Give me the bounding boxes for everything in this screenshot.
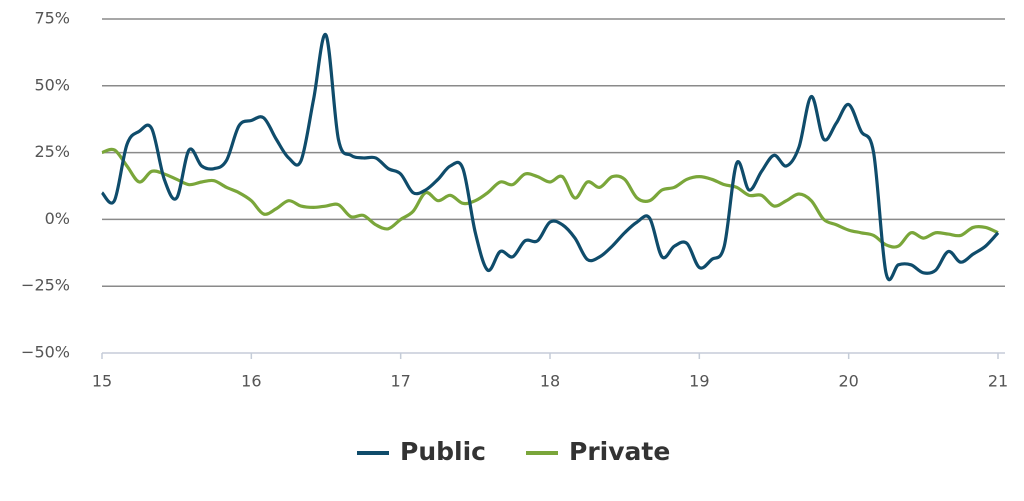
- x-tick-label: 20: [838, 372, 858, 391]
- y-tick-label: 0%: [45, 209, 70, 228]
- x-tick-label: 21: [988, 372, 1008, 391]
- legend-label: Public: [400, 437, 486, 466]
- legend-label: Private: [569, 437, 670, 466]
- x-tick-label: 18: [540, 372, 560, 391]
- x-tick-label: 15: [92, 372, 112, 391]
- y-tick-label: 50%: [34, 75, 70, 94]
- y-tick-label: 25%: [34, 142, 70, 161]
- series-line: [101, 147, 999, 249]
- x-tick-label: 19: [689, 372, 709, 391]
- y-tick-label: 75%: [34, 9, 70, 28]
- series-line: [100, 33, 1000, 282]
- y-tick-label: −25%: [21, 276, 70, 295]
- x-tick-label: 16: [241, 372, 261, 391]
- y-tick-label: −50%: [21, 343, 70, 362]
- x-tick-label: 17: [390, 372, 410, 391]
